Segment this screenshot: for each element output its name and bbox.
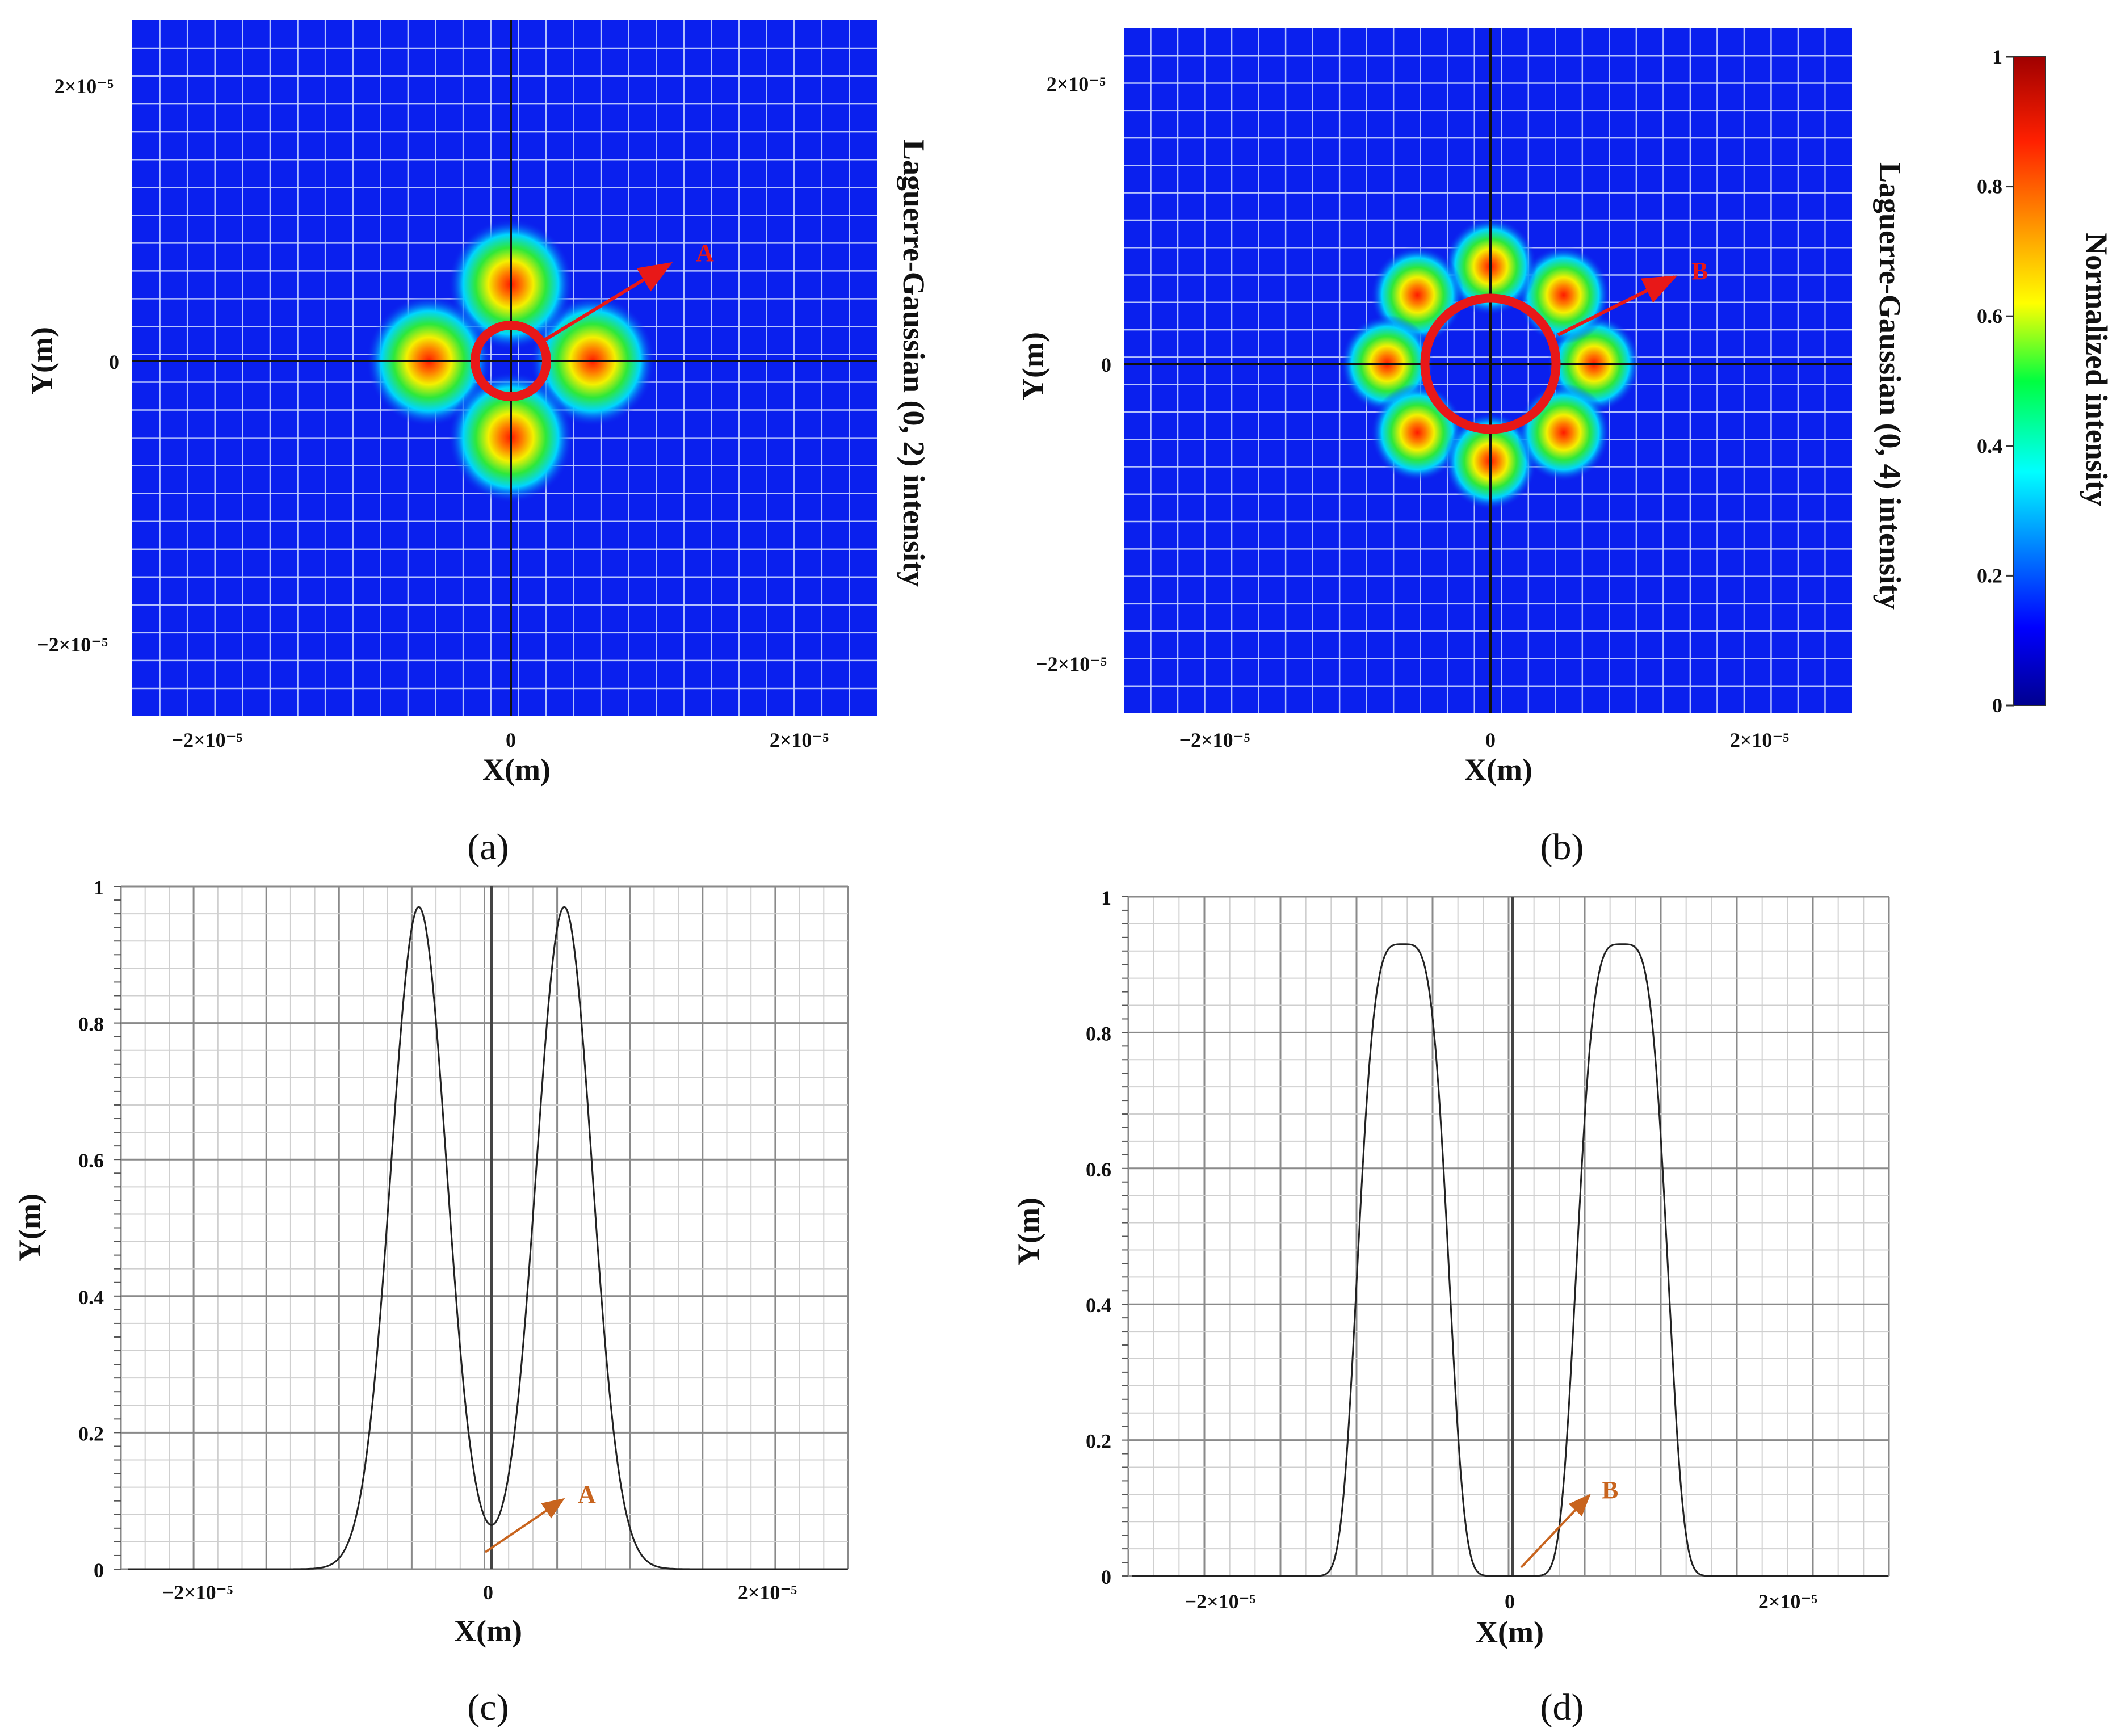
highlight-ring bbox=[1420, 293, 1561, 434]
colorbar-tick-label: 0.4 bbox=[1977, 435, 2002, 457]
annotation-label: B bbox=[1691, 257, 1708, 285]
panel-title: Laguerre-Gaussian (0, 2) intensity bbox=[897, 140, 931, 587]
x-tick-label: 2×10⁻⁵ bbox=[1758, 1590, 1818, 1613]
panel-c-profile: A 1 0.8 0.6 0.4 0.2 0 −2×10⁻⁵ 0 2×10⁻⁵ X(m) Y… bbox=[12, 876, 849, 1728]
x-tick-label: −2×10⁻⁵ bbox=[1179, 729, 1250, 751]
y-tick-label: 0.8 bbox=[78, 1013, 104, 1036]
x-tick-label: 0 bbox=[483, 1581, 493, 1604]
y-tick-label: 0 bbox=[109, 351, 119, 373]
heatmap-background bbox=[1124, 28, 1852, 713]
y-tick-label: 0.2 bbox=[1086, 1430, 1111, 1453]
x-tick-label: −2×10⁻⁵ bbox=[1185, 1590, 1256, 1613]
intensity-curve bbox=[1132, 943, 1888, 1577]
heatmap-background bbox=[132, 20, 877, 716]
panel-b-heatmap: B −2×10⁻⁵ 0 2×10⁻⁵ 2×10⁻⁵ 0 −2×10⁻⁵ X(m)… bbox=[1016, 28, 1907, 868]
x-tick-label: 0 bbox=[506, 729, 516, 751]
x-tick-label: −2×10⁻⁵ bbox=[172, 729, 243, 751]
y-axis-label: Y(m) bbox=[1011, 1197, 1045, 1266]
y-tick-label: 1 bbox=[1101, 886, 1111, 909]
y-tick-label: 0 bbox=[1101, 1566, 1111, 1588]
colorbar: 1 0.8 0.6 0.4 0.2 0 Normalized intensity bbox=[1977, 45, 2108, 717]
colorbar-tick-label: 1 bbox=[1992, 45, 2002, 68]
annotation-label: B bbox=[1602, 1476, 1618, 1504]
annotation-label: A bbox=[578, 1481, 596, 1508]
annotation-arrow bbox=[1557, 275, 1678, 337]
y-tick-label: 2×10⁻⁵ bbox=[54, 75, 114, 98]
x-tick-label: 0 bbox=[1505, 1590, 1515, 1613]
plot-grid bbox=[1122, 896, 1890, 1577]
x-tick-label: 2×10⁻⁵ bbox=[1730, 729, 1790, 751]
panel-caption: (a) bbox=[467, 826, 509, 868]
panel-title: Laguerre-Gaussian (0, 4) intensity bbox=[1873, 162, 1907, 610]
colorbar-ticks: 1 0.8 0.6 0.4 0.2 0 bbox=[1977, 45, 2014, 717]
y-tick-label: 0.4 bbox=[1086, 1294, 1111, 1317]
y-tick-label: 0.8 bbox=[1086, 1022, 1111, 1045]
plot-grid bbox=[114, 885, 849, 1570]
colorbar-tick-label: 0.8 bbox=[1977, 175, 2002, 198]
y-axis-label: Y(m) bbox=[25, 327, 59, 395]
y-tick-label: 0.6 bbox=[1086, 1158, 1111, 1181]
highlight-ring bbox=[471, 321, 551, 401]
y-tick-label: 0.6 bbox=[78, 1149, 104, 1172]
x-axis-label: X(m) bbox=[1464, 753, 1532, 787]
panel-caption: (d) bbox=[1540, 1687, 1584, 1728]
x-axis-label: X(m) bbox=[454, 1614, 522, 1648]
colorbar-label: Normalized intensity bbox=[2080, 233, 2108, 506]
colorbar-tick-label: 0.2 bbox=[1977, 564, 2002, 587]
x-axis-label: X(m) bbox=[1476, 1615, 1544, 1649]
x-tick-label: 0 bbox=[1485, 729, 1496, 751]
y-tick-label: −2×10⁻⁵ bbox=[1036, 653, 1107, 675]
x-tick-label: 2×10⁻⁵ bbox=[770, 729, 829, 751]
y-tick-label: 0 bbox=[1101, 354, 1111, 376]
x-axis-label: X(m) bbox=[482, 753, 551, 787]
panel-caption: (b) bbox=[1540, 826, 1584, 868]
colorbar-tick-label: 0.6 bbox=[1977, 305, 2002, 327]
x-tick-label: 2×10⁻⁵ bbox=[738, 1581, 797, 1604]
colorbar-gradient bbox=[2013, 56, 2046, 706]
panel-caption: (c) bbox=[467, 1687, 509, 1728]
panel-d-profile: B 1 0.8 0.6 0.4 0.2 0 −2×10⁻⁵ 0 2×10⁻⁵ X(m) Y… bbox=[1011, 886, 1890, 1728]
y-axis-label: Y(m) bbox=[12, 1193, 47, 1262]
y-tick-label: 2×10⁻⁵ bbox=[1047, 73, 1106, 95]
colorbar-tick-label: 0 bbox=[1992, 694, 2002, 717]
y-tick-labels: 1 0.8 0.6 0.4 0.2 0 bbox=[78, 876, 104, 1582]
annotation-arrow bbox=[1520, 1494, 1591, 1569]
annotation-arrow bbox=[543, 262, 673, 342]
annotation-label: A bbox=[696, 239, 714, 267]
y-tick-label: 0.2 bbox=[78, 1422, 104, 1445]
y-tick-label: −2×10⁻⁵ bbox=[37, 633, 108, 656]
y-tick-label: 1 bbox=[94, 876, 104, 899]
annotation-arrow bbox=[484, 1498, 565, 1553]
y-tick-label: 0.4 bbox=[78, 1286, 104, 1309]
intensity-curve bbox=[128, 906, 848, 1570]
x-tick-label: −2×10⁻⁵ bbox=[162, 1581, 233, 1604]
panel-a-heatmap: A −2×10⁻⁵ 0 2×10⁻⁵ 2×10⁻⁵ 0 −2×10⁻⁵ X(m)… bbox=[25, 20, 931, 868]
intensity-lobe bbox=[1517, 383, 1610, 482]
y-tick-labels: 1 0.8 0.6 0.4 0.2 0 bbox=[1086, 886, 1111, 1588]
y-axis-label: Y(m) bbox=[1016, 332, 1050, 400]
heatmap-grid bbox=[1124, 28, 1852, 713]
y-tick-label: 0 bbox=[94, 1559, 104, 1582]
